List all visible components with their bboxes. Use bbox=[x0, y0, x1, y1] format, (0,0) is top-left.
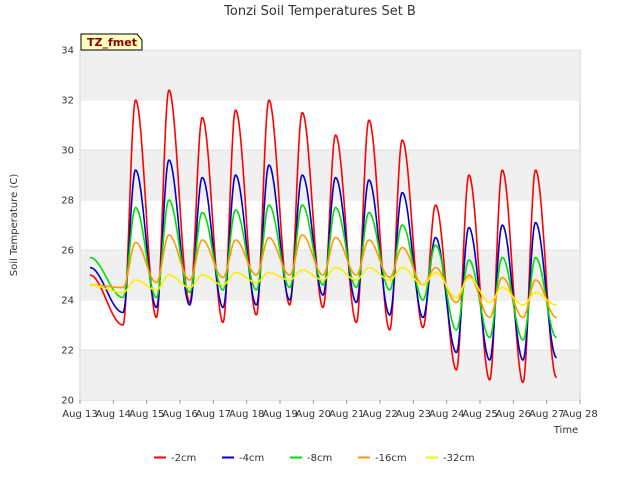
x-tick-label: Aug 13 bbox=[62, 409, 97, 420]
grid-band bbox=[81, 250, 579, 300]
x-tick-label: Aug 14 bbox=[96, 409, 131, 420]
legend-label-4: -32cm bbox=[443, 453, 475, 464]
series-line-4 bbox=[89, 266, 557, 306]
tag-box-shape bbox=[80, 33, 143, 51]
y-tick-label: 34 bbox=[61, 46, 74, 57]
x-tick-label: Aug 16 bbox=[162, 409, 197, 420]
y-tick-label: 26 bbox=[61, 246, 74, 257]
x-tick-label: Aug 23 bbox=[396, 409, 431, 420]
x-tick-label: Aug 22 bbox=[362, 409, 397, 420]
legend-label-2: -8cm bbox=[307, 453, 332, 464]
y-axis-label: Soil Temperature (C) bbox=[9, 174, 20, 277]
x-tick-label: Aug 24 bbox=[429, 409, 464, 420]
y-tick-label: 22 bbox=[61, 346, 74, 357]
x-axis-label: Time bbox=[553, 425, 578, 436]
x-tick-label: Aug 26 bbox=[496, 409, 531, 420]
y-tick-label: 28 bbox=[61, 196, 74, 207]
tag-label: TZ_fmet bbox=[87, 36, 137, 49]
x-tick-label: Aug 27 bbox=[529, 409, 564, 420]
y-tick-label: 32 bbox=[61, 96, 74, 107]
series-line-3 bbox=[89, 234, 557, 319]
legend-label-1: -4cm bbox=[239, 453, 264, 464]
x-tick-label: Aug 19 bbox=[262, 409, 297, 420]
tag-box: TZ_fmet bbox=[80, 33, 143, 51]
x-tick-label: Aug 25 bbox=[462, 409, 497, 420]
legend: -2cm -4cm -8cm -16cm -32cm bbox=[154, 453, 475, 464]
chart-title: Tonzi Soil Temperatures Set B bbox=[223, 4, 416, 19]
x-tick-label: Aug 17 bbox=[196, 409, 231, 420]
series-line-0 bbox=[89, 89, 557, 384]
y-tick-label: 24 bbox=[61, 296, 74, 307]
y-tick-label: 20 bbox=[61, 396, 74, 407]
legend-label-0: -2cm bbox=[171, 453, 196, 464]
x-tick-label: Aug 18 bbox=[229, 409, 264, 420]
y-axis-ticks: 20 22 24 26 28 30 32 34 bbox=[61, 46, 74, 407]
y-tick-label: 30 bbox=[61, 146, 74, 157]
x-tick-label: Aug 20 bbox=[296, 409, 331, 420]
series-lines bbox=[89, 89, 557, 384]
x-tick-label: Aug 15 bbox=[129, 409, 164, 420]
x-tick-label: Aug 21 bbox=[329, 409, 364, 420]
legend-label-3: -16cm bbox=[375, 453, 407, 464]
grid-band bbox=[81, 50, 579, 100]
x-tick-label: Aug 28 bbox=[562, 409, 597, 420]
grid-band bbox=[81, 350, 579, 400]
